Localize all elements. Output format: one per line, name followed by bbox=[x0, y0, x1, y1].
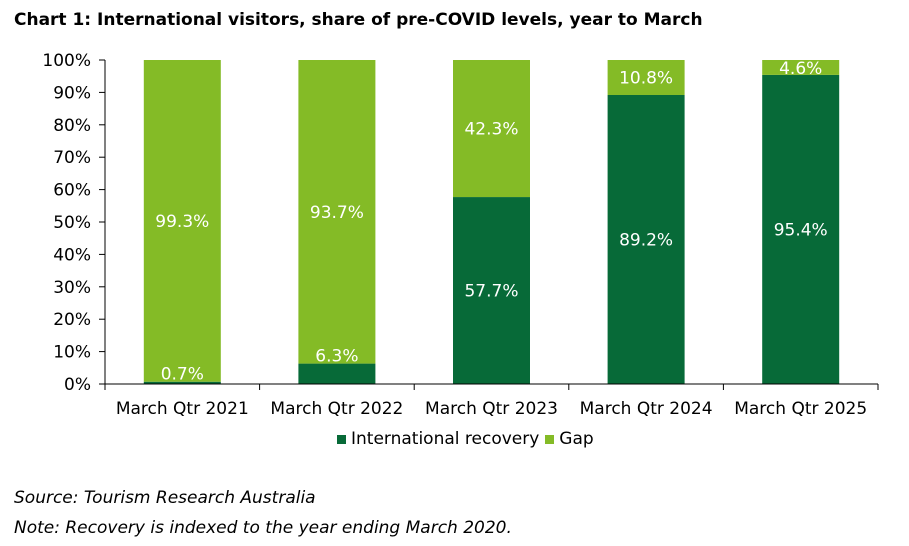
y-tick-label-8: 80% bbox=[53, 116, 91, 136]
recovery-note: Note: Recovery is indexed to the year en… bbox=[14, 518, 512, 538]
y-tick-label-10: 100% bbox=[42, 51, 91, 71]
y-tick-label-9: 90% bbox=[53, 83, 91, 103]
bar-recovery-1 bbox=[143, 381, 221, 384]
bar-recovery-4 bbox=[607, 94, 685, 384]
y-tick-label-1: 10% bbox=[53, 343, 91, 363]
x-tick-label-5: March Qtr 2025 bbox=[734, 399, 867, 419]
data-label-recovery-5: 95.4% bbox=[774, 220, 828, 240]
y-tick-label-5: 50% bbox=[53, 213, 91, 233]
y-tick-label-0: 0% bbox=[64, 375, 91, 395]
bar-gap-4 bbox=[607, 60, 685, 95]
stacked-bar-chart: 0.7% 99.3% March Qtr 2021 6.3% 93.7% March Qt… bbox=[42, 51, 879, 419]
data-label-gap-2: 93.7% bbox=[310, 203, 364, 223]
data-label-recovery-2: 6.3% bbox=[315, 347, 358, 367]
data-label-gap-1: 99.3% bbox=[155, 212, 209, 232]
x-tick-label-3: March Qtr 2023 bbox=[425, 399, 558, 419]
data-label-recovery-3: 57.7% bbox=[464, 282, 518, 302]
y-tick-label-4: 40% bbox=[53, 245, 91, 265]
data-label-gap-3: 42.3% bbox=[464, 120, 518, 140]
y-tick-label-2: 20% bbox=[53, 310, 91, 330]
bar-gap-1 bbox=[143, 60, 221, 382]
chart-title: Chart 1: International visitors, share o… bbox=[14, 10, 703, 30]
legend: International recovery Gap bbox=[337, 429, 600, 449]
bar-recovery-2 bbox=[298, 363, 376, 384]
legend-label-recovery: International recovery bbox=[351, 429, 540, 449]
legend-swatch-gap bbox=[545, 434, 555, 444]
legend-label-gap: Gap bbox=[559, 429, 594, 449]
legend-item-gap: Gap bbox=[545, 429, 594, 449]
source-note: Source: Tourism Research Australia bbox=[14, 488, 316, 508]
legend-swatch-recovery bbox=[337, 434, 346, 444]
y-tick-label-7: 70% bbox=[53, 148, 91, 168]
bar-gap-2 bbox=[298, 60, 376, 364]
x-tick-label-2: March Qtr 2022 bbox=[270, 399, 403, 419]
bar-recovery-5 bbox=[762, 74, 840, 385]
data-label-recovery-4: 89.2% bbox=[619, 230, 673, 250]
x-tick-label-1: March Qtr 2021 bbox=[116, 399, 249, 419]
y-tick-label-3: 30% bbox=[53, 278, 91, 298]
legend-item-recovery: International recovery bbox=[337, 429, 539, 449]
bar-recovery-3 bbox=[453, 197, 530, 384]
x-tick-label-4: March Qtr 2024 bbox=[580, 399, 713, 419]
data-label-gap-4: 10.8% bbox=[619, 68, 673, 88]
y-tick-label-6: 60% bbox=[53, 181, 91, 201]
data-label-gap-5: 4.6% bbox=[779, 59, 822, 79]
bar-gap-5 bbox=[762, 60, 840, 75]
bar-gap-3 bbox=[453, 60, 530, 198]
data-label-recovery-1: 0.7% bbox=[161, 365, 204, 385]
